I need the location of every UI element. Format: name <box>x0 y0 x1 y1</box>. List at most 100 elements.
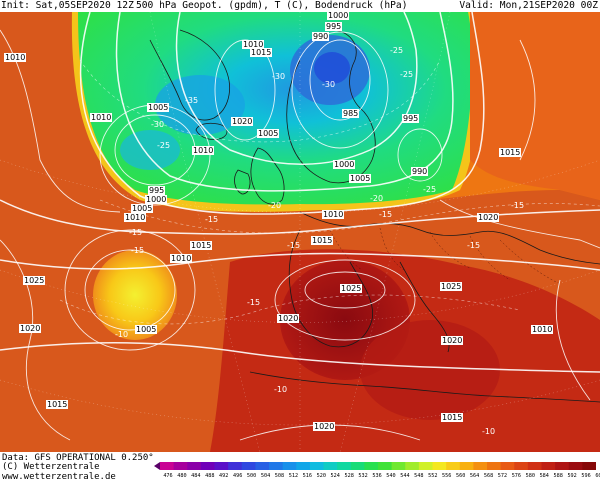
temperature-label: -10 <box>115 330 129 339</box>
pressure-label: 995 <box>325 22 343 31</box>
scale-swatch <box>173 462 188 470</box>
scale-swatch <box>228 462 243 470</box>
scale-tick-label: 560 <box>455 473 466 479</box>
pressure-label: 990 <box>411 167 429 176</box>
temperature-label: -15 <box>205 215 219 224</box>
temperature-isotherms <box>59 59 600 325</box>
borders <box>329 227 561 285</box>
scale-tick-label: 548 <box>414 473 424 479</box>
coast-scandinavia <box>286 29 376 184</box>
scale-swatch <box>514 462 529 470</box>
temperature-label: -25 <box>390 46 404 55</box>
scale-swatch <box>378 462 393 470</box>
pressure-label: 1000 <box>333 160 356 169</box>
scale-tick-label: 488 <box>205 473 215 479</box>
coast-greenland <box>149 29 230 121</box>
scale-tick-label: 592 <box>567 473 577 479</box>
pressure-label: 1015 <box>499 148 522 157</box>
scale-swatch <box>296 462 311 470</box>
temperature-label: -10 <box>274 385 288 394</box>
scale-swatch <box>432 462 447 470</box>
scale-tick-label: 480 <box>177 473 187 479</box>
scale-tick-label: 540 <box>386 473 396 479</box>
temperature-label: -20 <box>268 201 282 210</box>
pressure-label: 1020 <box>313 422 336 431</box>
pressure-label: 1010 <box>4 53 27 62</box>
color-scale <box>160 462 596 470</box>
pressure-label: 1010 <box>322 210 345 219</box>
pressure-label: 1025 <box>23 276 46 285</box>
scale-swatch <box>187 462 202 470</box>
scale-tick-label: 484 <box>191 473 201 479</box>
scale-swatch <box>405 462 420 470</box>
scale-swatch <box>269 462 284 470</box>
data-source: Data: GFS OPERATIONAL 0.250° <box>2 453 154 463</box>
scale-tick-label: 524 <box>330 473 340 479</box>
pressure-label: 1020 <box>477 213 500 222</box>
scale-tick-label: 596 <box>581 473 591 479</box>
scale-swatch <box>241 462 256 470</box>
temperature-label: -25 <box>400 70 414 79</box>
temperature-label: -15 <box>129 228 143 237</box>
scale-tick-label: 516 <box>302 473 313 479</box>
scale-swatch <box>282 462 297 470</box>
scale-swatch <box>391 462 406 470</box>
temperature-label: -10 <box>482 427 496 436</box>
temperature-label: -30 <box>151 120 165 129</box>
website: www.wetterzentrale.de <box>2 472 116 482</box>
pressure-label: 1005 <box>257 129 280 138</box>
temperature-label: -25 <box>157 141 171 150</box>
scale-tick-label: 588 <box>553 473 563 479</box>
temperature-label: -15 <box>379 210 393 219</box>
pressure-label: 1020 <box>19 324 42 333</box>
temperature-label: -15 <box>131 246 145 255</box>
temperature-label: -15 <box>287 241 301 250</box>
coast-africa <box>249 371 600 403</box>
pressure-isobars <box>0 29 600 441</box>
scale-swatch <box>487 462 502 470</box>
temperature-label: -25 <box>423 185 437 194</box>
scale-tick-label: 508 <box>274 473 285 479</box>
scale-tick-label: 556 <box>442 473 452 479</box>
warm-blob-atlantic <box>93 250 177 340</box>
scale-tick-label: 532 <box>358 473 368 479</box>
pressure-label: 990 <box>312 32 330 41</box>
scale-tick-label: 512 <box>288 473 299 479</box>
scale-swatch <box>582 462 596 470</box>
scale-tick-label: 572 <box>497 473 508 479</box>
pressure-label: 1000 <box>145 195 168 204</box>
coast-uk <box>250 147 285 205</box>
pressure-label: 1020 <box>231 117 254 126</box>
scale-tick-label: 536 <box>372 473 382 479</box>
valid-time: Valid: Mon,21SEP2020 00Z <box>459 0 598 11</box>
scale-left-arrow <box>154 462 160 470</box>
pressure-label: 1010 <box>192 146 215 155</box>
pressure-label: 1005 <box>349 174 372 183</box>
scale-swatch <box>459 462 474 470</box>
coast-ireland <box>234 169 251 195</box>
temperature-label: -15 <box>247 298 261 307</box>
scale-swatch <box>473 462 488 470</box>
scale-tick-label: 500 <box>246 473 257 479</box>
scale-swatch <box>541 462 556 470</box>
copyright: (C) Wetterzentrale <box>2 462 100 472</box>
pressure-label: 1005 <box>147 103 170 112</box>
pressure-label: 1025 <box>340 284 363 293</box>
scale-swatch <box>446 462 461 470</box>
pressure-label: 995 <box>402 114 420 123</box>
scale-tick-label: 576 <box>511 473 522 479</box>
pressure-label: 1015 <box>311 236 334 245</box>
scale-swatch <box>214 462 229 470</box>
map-header: Init: Sat,05SEP2020 12Z 500 hPa Geopot. … <box>0 0 600 12</box>
pressure-label: 1010 <box>124 213 147 222</box>
pressure-label: 1015 <box>250 48 273 57</box>
scale-swatch <box>309 462 325 470</box>
scale-tick-label: 568 <box>483 473 494 479</box>
pressure-label: 1015 <box>46 400 69 409</box>
scale-tick-label: 504 <box>260 473 271 479</box>
scale-tick-label: 544 <box>400 473 410 479</box>
scale-tick-label: 496 <box>232 473 243 479</box>
pressure-label: 1010 <box>242 40 265 49</box>
scale-swatch <box>337 462 352 470</box>
scale-swatch <box>200 462 216 470</box>
